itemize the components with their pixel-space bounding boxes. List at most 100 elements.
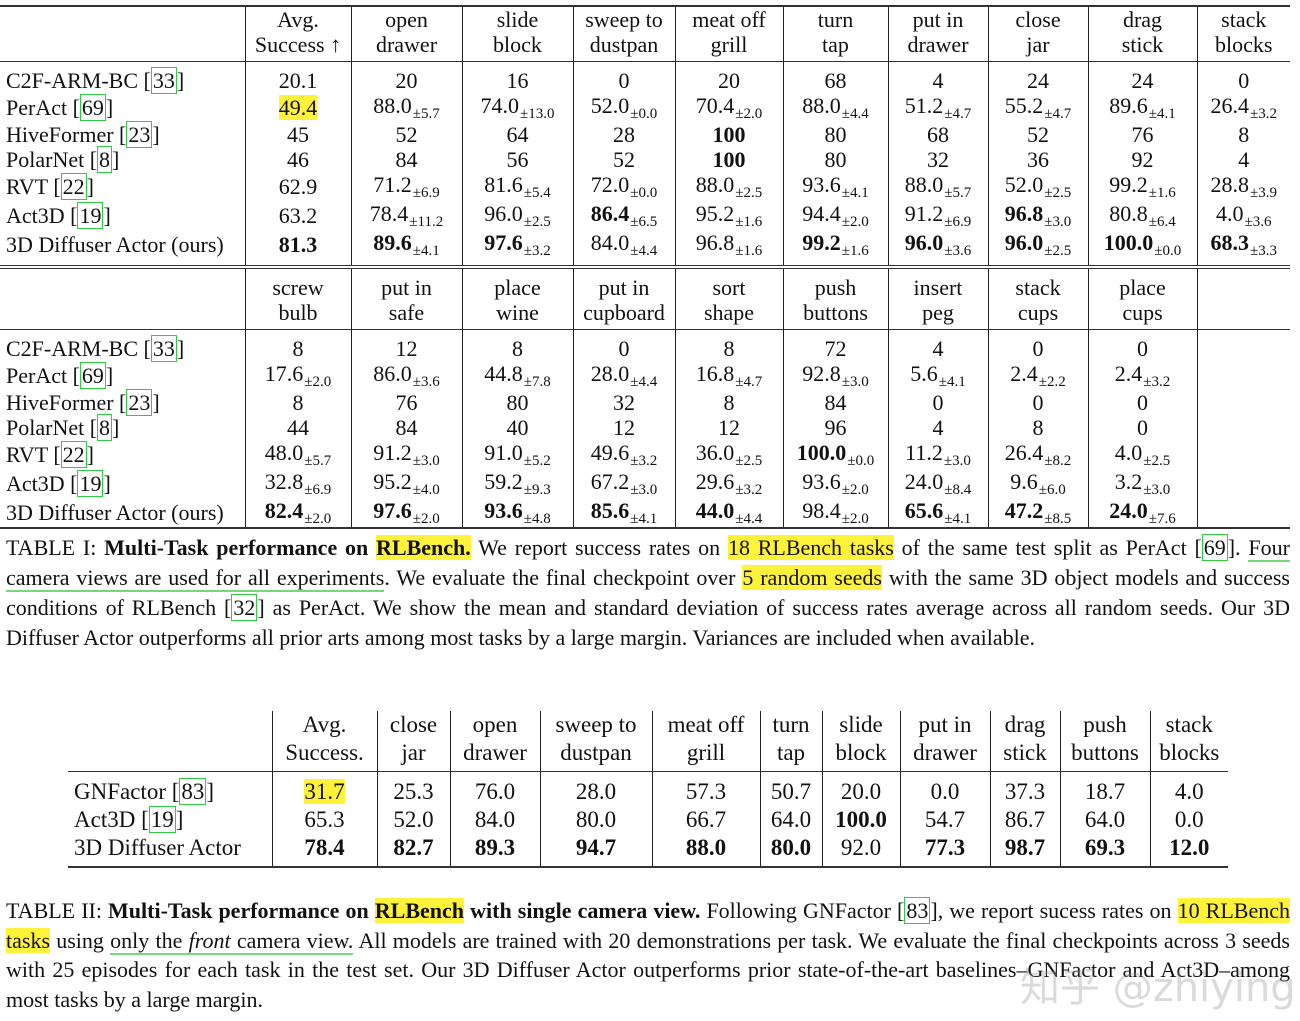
table-cell: 89.6±4.1 xyxy=(1087,93,1197,122)
table-cell: 8 xyxy=(244,390,351,415)
header-row: bulb safe wine cupboard shape buttons peg cups c… xyxy=(0,300,1290,330)
citation-link[interactable]: 69 xyxy=(1201,534,1228,561)
table-cell: 94.4±2.0 xyxy=(782,201,888,230)
citation-link[interactable]: 19 xyxy=(148,806,176,833)
table-cell: 76 xyxy=(1087,122,1197,147)
table-cell: 100.0±0.0 xyxy=(782,440,888,469)
table-cell: 0 xyxy=(1196,61,1290,93)
table-cell: 8 xyxy=(244,329,351,361)
table-row: Act3D [19] 65.3 52.0 84.0 80.0 66.7 64.0 100.0 5… xyxy=(68,806,1228,834)
citation-link[interactable]: 8 xyxy=(97,146,113,173)
column-header: cups xyxy=(987,300,1088,330)
column-header: grill xyxy=(651,739,760,772)
cell-std: ±6.9 xyxy=(304,482,332,498)
cell-value: 95.2 xyxy=(695,201,735,226)
method-name: C2F-ARM-BC [33] xyxy=(0,329,245,362)
table-cell: 78.4±11.2 xyxy=(350,201,462,230)
table-cell: 44.8±7.8 xyxy=(461,361,573,390)
table-cell: 52 xyxy=(987,122,1088,147)
citation-link[interactable]: 33 xyxy=(150,335,177,362)
citation-link[interactable]: 19 xyxy=(77,470,104,497)
table-cell: 80.0 xyxy=(759,834,822,868)
citation-link[interactable]: 22 xyxy=(60,441,87,468)
cell-value: 8 xyxy=(1238,122,1250,147)
cell-value: 65.3 xyxy=(304,807,345,832)
cell-value: 78.4 xyxy=(304,835,345,860)
cell-std: ±4.4 xyxy=(735,511,763,527)
cell-value: 49.6 xyxy=(590,440,630,465)
cell-value: 96 xyxy=(824,415,847,440)
cell-std: ±3.0 xyxy=(1143,482,1171,498)
table-cell: 52.0±2.5 xyxy=(987,172,1088,201)
table-cell: 65.3 xyxy=(271,806,377,834)
table-cell: 95.2±1.6 xyxy=(674,201,783,230)
cell-value: 96.0 xyxy=(1004,230,1044,255)
table-cell: 100 xyxy=(674,122,783,147)
cell-std: ±2.2 xyxy=(1038,374,1066,390)
table-cell: 84.0 xyxy=(449,806,540,834)
table-cell: 18.7 xyxy=(1059,771,1150,806)
citation-link[interactable]: 69 xyxy=(79,362,106,389)
citation-link[interactable]: 32 xyxy=(231,594,258,621)
column-header: insert xyxy=(887,267,988,300)
cell-value: 89.6 xyxy=(373,230,412,255)
table-cell: 20.1 xyxy=(244,61,351,93)
table-cell: 24 xyxy=(987,61,1088,93)
cell-std: ±4.4 xyxy=(630,243,658,259)
table-cell: 94.7 xyxy=(539,834,652,868)
method-label: PolarNet xyxy=(6,147,85,172)
cell-value: 84 xyxy=(824,390,847,415)
caption-text: TABLE II: xyxy=(6,898,109,923)
cell-std: ±7.8 xyxy=(523,374,551,390)
table-cell: 99.2±1.6 xyxy=(1087,172,1197,201)
citation-link[interactable]: 8 xyxy=(97,414,113,441)
table-cell: 80 xyxy=(782,147,888,172)
table-cell: 82.4±2.0 xyxy=(244,498,351,529)
cell-std: ±2.0 xyxy=(841,214,869,230)
table-cell: 88.0±2.5 xyxy=(674,172,783,201)
cell-std: ±4.7 xyxy=(944,106,972,122)
cell-value: 86.4 xyxy=(590,201,630,226)
cell-value: 89.3 xyxy=(474,835,516,860)
table-cell: 88.0±5.7 xyxy=(350,93,462,122)
column-header: push xyxy=(782,267,888,300)
cell-value: 93.6 xyxy=(484,498,523,523)
table-cell: 48.0±5.7 xyxy=(244,440,351,469)
table-cell: 81.6±5.4 xyxy=(461,172,573,201)
citation-link[interactable]: 23 xyxy=(126,121,153,148)
citation-link[interactable]: 83 xyxy=(904,897,931,924)
table-row: PerAct [69] 17.6±2.0 86.0±3.6 44.8±7.8 28.0±… xyxy=(0,361,1290,390)
table-cell: 8 xyxy=(674,329,783,361)
method-label: 3D Diffuser Actor (ours) xyxy=(6,232,224,257)
column-header: bulb xyxy=(244,300,351,330)
cell-value: 20.0 xyxy=(840,779,882,804)
citation-link[interactable]: 33 xyxy=(150,67,177,94)
method-name: PerAct [69] xyxy=(6,362,114,389)
column-header: peg xyxy=(887,300,988,330)
cell-value: 97.6 xyxy=(484,230,523,255)
caption-text: with the same 3D object models and succe… xyxy=(6,565,1290,620)
method-name: PolarNet [8] xyxy=(6,414,120,441)
table-cell: 70.4±2.0 xyxy=(674,93,783,122)
cell-value: 92.8 xyxy=(802,361,841,386)
table-cell: 24.0±7.6 xyxy=(1087,498,1197,529)
cell-value: 37.3 xyxy=(1004,779,1046,804)
citation-link[interactable]: 83 xyxy=(179,778,207,805)
cell-value: 68 xyxy=(824,68,847,93)
citation-link[interactable]: 69 xyxy=(79,94,106,121)
cell-value: 48.0 xyxy=(264,440,304,465)
table-cell: 64 xyxy=(461,122,573,147)
method-name: RVT [22] xyxy=(6,173,94,200)
cell-value: 82.4 xyxy=(264,498,304,523)
citation-link[interactable]: 22 xyxy=(60,173,87,200)
table-cell: 0.0 xyxy=(899,771,990,806)
citation-link[interactable]: 19 xyxy=(77,202,104,229)
cell-std: ±11.2 xyxy=(409,214,444,230)
table-cell: 84 xyxy=(350,147,462,172)
table-cell: 3.2±3.0 xyxy=(1087,469,1197,498)
column-header: stack xyxy=(1149,711,1228,739)
table-cell: 12 xyxy=(350,329,462,361)
column-header: sort xyxy=(674,267,783,300)
table-cell: 91.2±6.9 xyxy=(887,201,988,230)
citation-link[interactable]: 23 xyxy=(126,389,153,416)
